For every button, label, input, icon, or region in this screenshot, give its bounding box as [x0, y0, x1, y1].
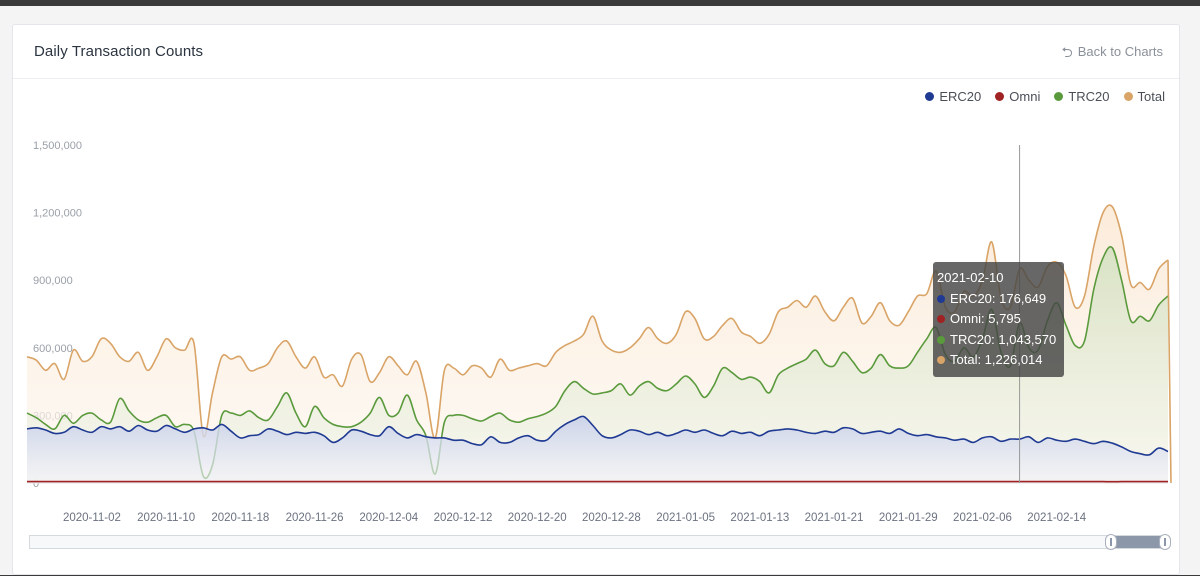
datazoom-handle-right[interactable] — [1159, 534, 1171, 550]
legend-label-trc20: TRC20 — [1068, 89, 1109, 104]
tooltip-text-total: Total: 1,226,014 — [950, 350, 1043, 371]
x-tick-label: 2020-12-04 — [359, 512, 418, 524]
x-tick-label: 2021-01-21 — [805, 512, 864, 524]
tooltip-dot-trc20 — [937, 336, 945, 344]
chart-tooltip: 2021-02-10 ERC20: 176,649 Omni: 5,795 TR… — [933, 262, 1064, 377]
line-total-drop — [1168, 260, 1171, 483]
legend-label-omni: Omni — [1009, 89, 1040, 104]
tooltip-row-trc20: TRC20: 1,043,570 — [937, 330, 1056, 351]
tooltip-row-erc20: ERC20: 176,649 — [937, 289, 1056, 310]
datazoom-handle-left[interactable] — [1105, 534, 1117, 550]
x-tick-label: 2020-11-10 — [137, 512, 195, 524]
datazoom-window[interactable] — [1111, 536, 1165, 548]
legend-item-omni[interactable]: Omni — [995, 89, 1040, 104]
tooltip-dot-erc20 — [937, 295, 945, 303]
x-tick-label: 2021-01-13 — [730, 512, 789, 524]
x-tick-label: 2021-01-29 — [879, 512, 938, 524]
x-tick-label: 2021-02-14 — [1027, 512, 1086, 524]
legend-dot-erc20 — [925, 92, 934, 101]
chart-card: Daily Transaction Counts ⮌ Back to Chart… — [12, 24, 1180, 575]
legend-item-total[interactable]: Total — [1124, 89, 1165, 104]
x-tick-label: 2020-12-20 — [508, 512, 567, 524]
x-tick-label: 2021-01-05 — [656, 512, 715, 524]
tooltip-text-erc20: ERC20: 176,649 — [950, 289, 1046, 310]
legend-label-total: Total — [1138, 89, 1165, 104]
legend-dot-trc20 — [1054, 92, 1063, 101]
page-background: Daily Transaction Counts ⮌ Back to Chart… — [0, 6, 1200, 575]
legend-dot-total — [1124, 92, 1133, 101]
y-tick-label: 1,200,000 — [33, 208, 82, 220]
x-tick-label: 2020-12-28 — [582, 512, 641, 524]
legend-dot-omni — [995, 92, 1004, 101]
x-tick-label: 2021-02-06 — [953, 512, 1012, 524]
legend-label-erc20: ERC20 — [939, 89, 981, 104]
y-tick-label: 600,000 — [33, 343, 73, 355]
legend-item-trc20[interactable]: TRC20 — [1054, 89, 1109, 104]
x-tick-label: 2020-11-26 — [286, 512, 344, 524]
tooltip-dot-total — [937, 356, 945, 364]
x-tick-label: 2020-12-12 — [434, 512, 493, 524]
y-tick-label: 1,500,000 — [33, 140, 82, 152]
x-tick-label: 2020-11-18 — [211, 512, 269, 524]
tooltip-row-total: Total: 1,226,014 — [937, 350, 1056, 371]
tooltip-row-omni: Omni: 5,795 — [937, 309, 1056, 330]
chart-legend: ERC20 Omni TRC20 Total — [925, 89, 1165, 104]
y-tick-label: 900,000 — [33, 275, 73, 287]
tooltip-date: 2021-02-10 — [937, 268, 1056, 289]
tooltip-dot-omni — [937, 315, 945, 323]
tooltip-text-trc20: TRC20: 1,043,570 — [950, 330, 1056, 351]
tooltip-text-omni: Omni: 5,795 — [950, 309, 1021, 330]
legend-item-erc20[interactable]: ERC20 — [925, 89, 981, 104]
x-tick-label: 2020-11-02 — [63, 512, 121, 524]
datazoom-slider[interactable] — [29, 535, 1166, 549]
